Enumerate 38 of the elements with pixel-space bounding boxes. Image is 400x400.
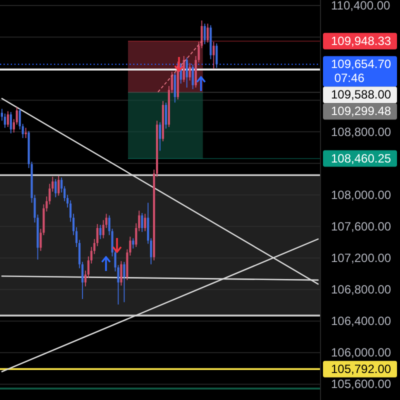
candlestick [186,57,188,88]
y-tick-label: 105,600.00 [331,377,392,392]
candlestick [132,238,134,249]
ref-line-label: 105,792.00 [331,362,392,376]
ref-line-label: 109,948.33 [331,34,392,48]
candlestick [54,178,57,198]
y-tick-label: 107,200.00 [331,250,392,265]
y-tick-label: 110,400.00 [331,0,390,13]
candlestick [24,127,27,139]
candlestick [212,41,215,70]
candlestick [141,212,144,232]
candlestick [204,23,206,45]
y-tick-label: 108,800.00 [331,124,392,139]
y-tick-label: 107,600.00 [331,219,392,234]
candlestick [6,110,9,128]
candlestick [182,56,185,82]
candlestick [158,122,162,152]
candlestick [216,42,218,68]
ref-line-label: 109,588.00 [331,88,392,102]
y-tick-label: 106,400.00 [331,314,392,328]
candlestick [192,64,194,90]
candlestick [206,23,209,44]
candlestick [144,213,146,232]
y-tick-label: 106,800.00 [331,282,392,297]
candlestick [58,175,60,196]
candlestick [188,62,191,81]
candlestick [123,261,126,303]
candlestick [99,224,102,240]
candlestick [164,102,168,130]
y-tick-label: 108,000.00 [331,188,392,202]
candlestick [174,72,176,104]
ref-line-label: 109,654.70 07:46 [331,57,392,86]
ref-line-label: 109,299.48 [331,104,392,118]
ref-line-label: 108,460.25 [331,151,392,166]
candlestick [4,113,6,128]
candlestick [120,260,122,286]
candlestick [10,112,12,134]
y-tick-label: 106,000.00 [331,346,392,360]
